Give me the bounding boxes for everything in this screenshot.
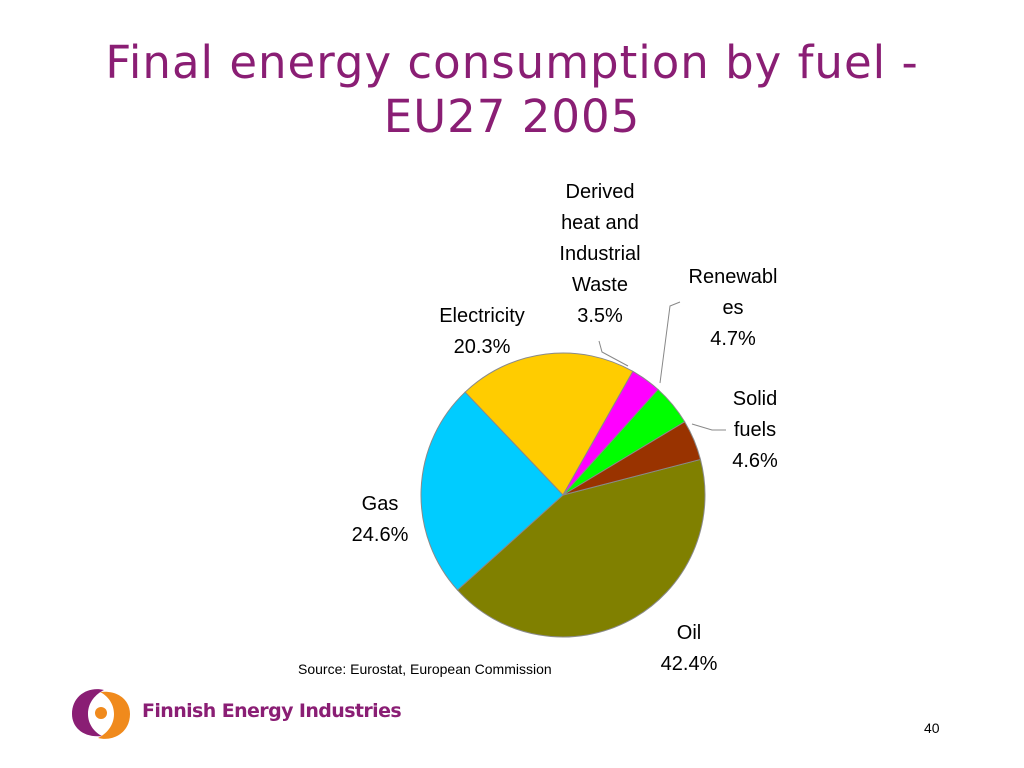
slice-label-derived-heat-and-industrial-waste: Derived heat and Industrial Waste 3.5%: [559, 181, 640, 327]
logo-mark-orange: [98, 691, 130, 739]
slice-label-gas: Gas 24.6%: [352, 493, 409, 546]
pie-slice-oil: [456, 458, 706, 638]
slice-label-renewables: Renewabl es 4.7%: [689, 266, 778, 350]
pie-slice-solid-fuels: [562, 421, 702, 496]
slice-label-oil: Oil 42.4%: [661, 622, 718, 675]
pie-slice-electricity: [464, 352, 634, 496]
slice-label-electricity: Electricity 20.3%: [439, 305, 525, 358]
slice-label-solid-fuels: Solid fuels 4.6%: [732, 388, 778, 472]
leader-line-derived-heat-and-industrial-waste: [598, 340, 629, 367]
source-note: Source: Eurostat, European Commission: [298, 661, 552, 677]
slide-title: Final energy consumption by fuel - EU27 …: [40, 36, 984, 144]
slide-title-line-2: EU27 2005: [383, 90, 641, 143]
logo-mark-icon: [72, 689, 130, 739]
leader-line-renewables: [659, 301, 681, 384]
leader-line-solid-fuels: [691, 423, 726, 431]
page-number: 40: [924, 720, 940, 736]
pie-slice-gas: [420, 391, 564, 591]
slide-title-line-1: Final energy consumption by fuel -: [105, 36, 919, 89]
company-logo: Finnish Energy Industries: [66, 684, 402, 744]
logo-mark-dot: [95, 707, 107, 719]
logo-mark-purple: [72, 689, 104, 737]
logo-text: Finnish Energy Industries: [142, 700, 402, 722]
